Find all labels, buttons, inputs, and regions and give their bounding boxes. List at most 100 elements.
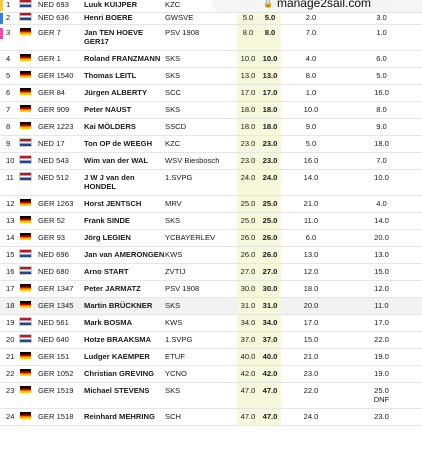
table-row[interactable]: 12 GER 1263 Horst JENTSCH MRV 25.0 25.0 21.0 4.… (0, 195, 422, 213)
sailor-name-cell[interactable]: Peter JARMATZ (84, 280, 165, 298)
table-row[interactable]: 13 GER 52 Frank SINDE SKS 25.0 25.0 11.0 14.0 (0, 212, 422, 230)
race-2-cell: 1.0 (341, 24, 422, 51)
sailor-name-cell[interactable]: Reinhard MEHRING (84, 408, 165, 426)
club-cell: SKS (165, 297, 237, 315)
sailor-name-cell[interactable]: Hotze BRAAKSMA (84, 331, 165, 349)
table-row[interactable]: 14 GER 93 Jörg LEGIEN YCBAYERLEV 26.0 26.0 6.0… (0, 229, 422, 247)
race-1-cell: 4.0 (281, 50, 341, 68)
race-2-cell: 23.0 (341, 408, 422, 426)
sailor-name-cell[interactable]: Martin BRÜCKNER (84, 297, 165, 315)
table-row[interactable]: 4 GER 1 Roland FRANZMANN SKS 10.0 10.0 4.0 6.0 (0, 50, 422, 68)
table-row[interactable]: 24 GER 1518 Reinhard MEHRING SCH 47.0 47.0 24.… (0, 408, 422, 426)
sailor-name-cell[interactable]: Henri BOERE (84, 12, 165, 25)
sailor-name-cell[interactable]: Jürgen ALBERTY (84, 84, 165, 102)
race-1-cell: 23.0 (281, 365, 341, 383)
browser-url-bar[interactable]: 🔒 manage2sail.com (0, 0, 422, 12)
total-points-cell: 5.0 (237, 12, 259, 25)
race-1-cell: 7.0 (281, 24, 341, 51)
race-2-cell: 19.0 (341, 365, 422, 383)
sail-number-cell: GER 1052 (38, 365, 84, 383)
flag-cell (20, 382, 38, 409)
sailor-name-cell[interactable]: Christian GREVING (84, 365, 165, 383)
position-cell: 12 (6, 195, 20, 213)
club-cell: SKS (165, 67, 237, 85)
rank-bar (0, 84, 6, 102)
sail-number-cell: GER 1 (38, 50, 84, 68)
table-row[interactable]: 18 GER 1345 Martin BRÜCKNER SKS 31.0 31.0 20.0… (0, 297, 422, 315)
total-points-cell: 47.0 (237, 408, 259, 426)
sailor-name-cell[interactable]: Ton OP de WEEGH (84, 135, 165, 153)
club-cell: SKS (165, 382, 237, 409)
table-row[interactable]: 15 NED 696 Jan van AMERONGEN KWS 26.0 26.0 13.… (0, 246, 422, 264)
rank-bar (0, 195, 6, 213)
sailor-name-cell[interactable]: J W J van den HONDEL (84, 169, 165, 196)
table-row[interactable]: 10 NED 543 Wim van der WAL WSV Biesbosch 23.… (0, 152, 422, 170)
table-row[interactable]: 19 NED 561 Mark BOSMA KWS 34.0 34.0 17.0 17.0 (0, 314, 422, 332)
flag-cell (20, 348, 38, 366)
position-cell: 19 (6, 314, 20, 332)
rank-bar (0, 152, 6, 170)
total-points-cell: 27.0 (237, 263, 259, 281)
table-row[interactable]: 20 NED 640 Hotze BRAAKSMA 1.SVPG 37.0 37.0 15.… (0, 331, 422, 349)
sail-number-cell: GER 93 (38, 229, 84, 247)
table-row[interactable]: 3 GER 7 Jan TEN HOEVE GER17 PSV 1908 8.0 8.0 7… (0, 24, 422, 51)
race-2-score: 17.0 (374, 317, 389, 327)
table-row[interactable]: 5 GER 1540 Thomas LEITL SKS 13.0 13.0 8.0 5.0 (0, 67, 422, 85)
total-points-cell: 40.0 (237, 348, 259, 366)
sailor-name-cell[interactable]: Mark BOSMA (84, 314, 165, 332)
table-row[interactable]: 22 GER 1052 Christian GREVING YCNO 42.0 42.0 2… (0, 365, 422, 383)
sailor-name-cell[interactable]: Thomas LEITL (84, 67, 165, 85)
race-2-cell: 11.0 (341, 297, 422, 315)
table-row[interactable]: 6 GER 84 Jürgen ALBERTY SCC 17.0 17.0 1.0 16.0 (0, 84, 422, 102)
table-row[interactable]: 16 NED 680 Arno START ZVTIJ 27.0 27.0 12.0 15.0 (0, 263, 422, 281)
sailor-name-cell[interactable]: Ludger KAEMPER (84, 348, 165, 366)
position-cell: 8 (6, 118, 20, 136)
race-2-status: DNF (373, 394, 390, 404)
sailor-name-cell[interactable]: Arno START (84, 263, 165, 281)
total-points-cell: 18.0 (237, 118, 259, 136)
sailor-name-cell[interactable]: Roland FRANZMANN (84, 50, 165, 68)
sailor-name-cell[interactable]: Jörg LEGIEN (84, 229, 165, 247)
rank-bar (0, 67, 6, 85)
germany-flag-icon (20, 368, 31, 376)
sailor-name-cell[interactable]: Kai MÖLDERS (84, 118, 165, 136)
sailor-name-cell[interactable]: Wim van der WAL (84, 152, 165, 170)
flag-cell (19, 135, 38, 153)
rank-bar (0, 24, 6, 51)
race-2-cell: 13.0 (341, 246, 422, 264)
table-row[interactable]: 11 NED 512 J W J van den HONDEL 1.SVPG 24.0 2… (0, 169, 422, 196)
race-2-score: 19.0 (374, 368, 389, 378)
table-row[interactable]: 21 GER 151 Ludger KAEMPER ETUF 40.0 40.0 21.0 1… (0, 348, 422, 366)
sailor-name-cell[interactable]: Horst JENTSCH (84, 195, 165, 213)
sailor-name-cell[interactable]: Peter NAUST (84, 101, 165, 119)
sailor-name-cell[interactable]: Michael STEVENS (84, 382, 165, 409)
club-cell: ETUF (165, 348, 237, 366)
rank-bar (0, 12, 6, 25)
total-points-cell: 23.0 (237, 135, 259, 153)
table-row[interactable]: 23 GER 1519 Michael STEVENS SKS 47.0 47.0 22.0… (0, 382, 422, 409)
rank-bar (0, 0, 6, 13)
race-2-cell: 19.0 (341, 348, 422, 366)
sail-number-cell: GER 1345 (38, 297, 84, 315)
table-row[interactable]: 9 NED 17 Ton OP de WEEGH KZC 23.0 23.0 5.0 18.0 (0, 135, 422, 153)
total-points-cell: 13.0 (237, 67, 259, 85)
sailor-name-cell[interactable]: Jan van AMERONGEN (84, 246, 165, 264)
table-row[interactable]: 17 GER 1347 Peter JARMATZ PSV 1908 30.0 30.0 1… (0, 280, 422, 298)
netherlands-flag-icon (19, 0, 32, 8)
url-pill[interactable]: 🔒 manage2sail.com (212, 0, 422, 12)
net-points-cell: 25.0 (259, 212, 281, 230)
flag-cell (20, 229, 38, 247)
rank-bar (0, 212, 6, 230)
net-points-cell: 18.0 (259, 101, 281, 119)
total-points-cell: 26.0 (237, 246, 259, 264)
table-row[interactable]: 2 NED 636 Henri BOERE GWSVE 5.0 5.0 2.0 3.0 (0, 11, 422, 25)
table-row[interactable]: 8 GER 1223 Kai MÖLDERS SSCD 18.0 18.0 9.0 9.0 (0, 118, 422, 136)
sail-number-cell: GER 1540 (38, 67, 84, 85)
table-row[interactable]: 7 GER 909 Peter NAUST SKS 18.0 18.0 10.0 8.0 (0, 101, 422, 119)
sailor-name-cell[interactable]: Luuk KUIJPER (84, 0, 165, 13)
club-cell: 1.SVPG (165, 331, 237, 349)
sailor-name-cell[interactable]: Jan TEN HOEVE GER17 (84, 24, 165, 51)
position-cell: 9 (6, 135, 20, 153)
sailor-name-cell[interactable]: Frank SINDE (84, 212, 165, 230)
race-2-score: 22.0 (374, 334, 389, 344)
